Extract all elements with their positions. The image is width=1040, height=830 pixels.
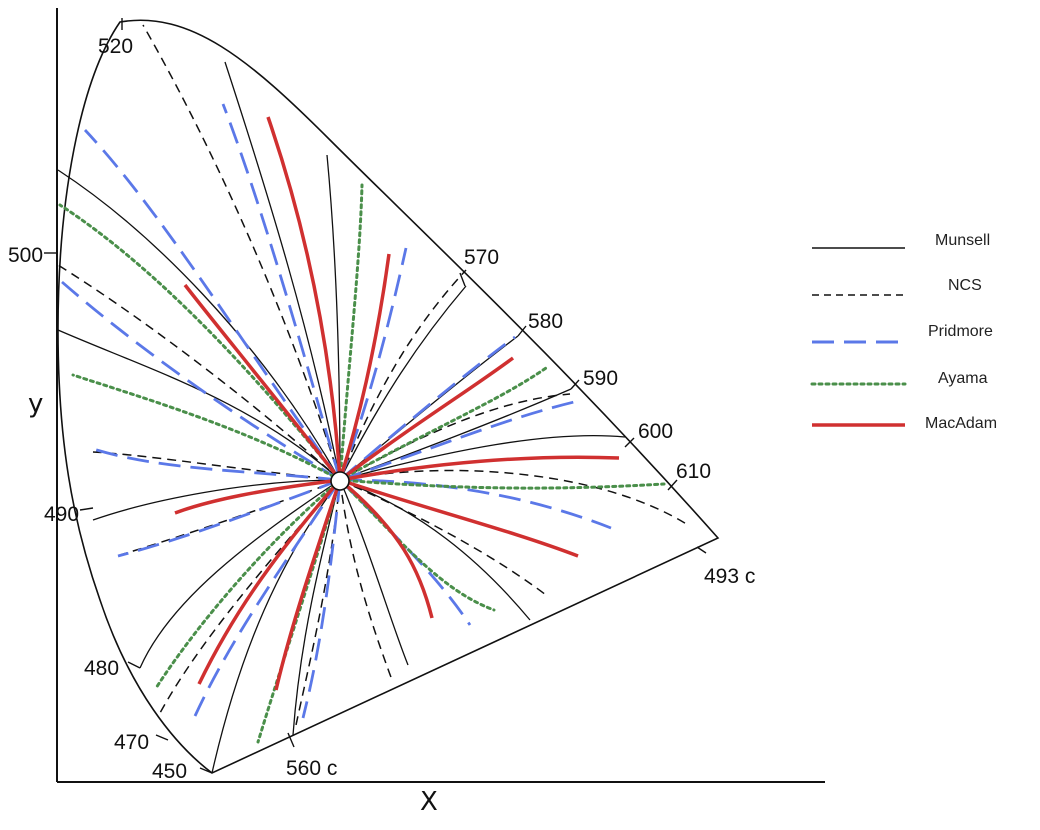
legend-item-pridmore: Pridmore xyxy=(812,323,993,344)
label-570: 570 xyxy=(464,246,499,269)
legend-label-ayama: Ayama xyxy=(938,370,988,387)
label-590: 590 xyxy=(583,367,618,390)
label-480: 480 xyxy=(84,657,119,680)
white-point-marker xyxy=(330,471,350,491)
label-450: 450 xyxy=(152,760,187,783)
axes: X y xyxy=(28,8,825,817)
munsell-lines xyxy=(57,61,626,774)
label-493c: 493 c xyxy=(704,565,755,588)
wavelength-labels: 520 500 490 480 470 450 560 c 570 580 59… xyxy=(8,35,755,783)
label-610: 610 xyxy=(676,460,711,483)
legend-label-munsell: Munsell xyxy=(935,232,990,249)
label-560c: 560 c xyxy=(286,757,337,780)
label-580: 580 xyxy=(528,310,563,333)
x-axis-label: X xyxy=(420,787,438,817)
legend-item-ncs: NCS xyxy=(812,277,982,296)
y-axis-label: y xyxy=(28,389,43,419)
label-600: 600 xyxy=(638,420,673,443)
legend-label-pridmore: Pridmore xyxy=(928,323,993,340)
legend-label-macadam: MacAdam xyxy=(925,415,997,432)
legend-item-ayama: Ayama xyxy=(810,370,988,387)
wavelength-ticks xyxy=(44,18,707,774)
spectral-locus xyxy=(57,19,720,774)
legend-label-ncs: NCS xyxy=(948,277,982,294)
label-470: 470 xyxy=(114,731,149,754)
legend: Munsell NCS Pridmore Ayama MacAdam xyxy=(810,232,997,432)
label-490: 490 xyxy=(44,503,79,526)
macadam-lines xyxy=(174,116,620,691)
label-520: 520 xyxy=(98,35,133,58)
label-500: 500 xyxy=(8,244,43,267)
legend-item-macadam: MacAdam xyxy=(812,415,997,432)
legend-item-munsell: Munsell xyxy=(812,232,990,249)
